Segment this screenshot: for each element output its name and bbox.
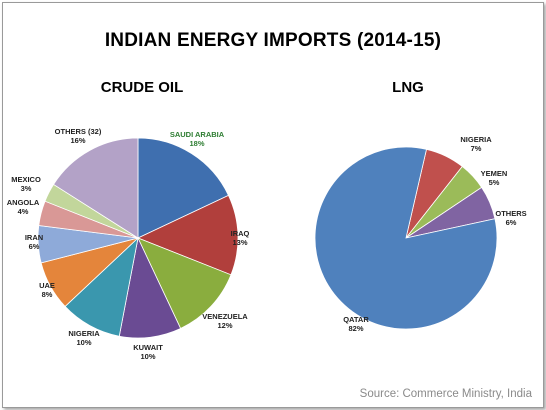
crude-slice-others-32 [53, 137, 139, 239]
crude-label-name: UAE [39, 281, 55, 290]
crude-label-percent: 16% [70, 136, 85, 145]
crude-label-percent: 18% [189, 139, 204, 148]
crude-label-percent: 6% [29, 242, 40, 251]
crude-label-percent: 8% [42, 290, 53, 299]
crude-label-name: MEXICO [11, 175, 41, 184]
chart-main-title: INDIAN ENERGY IMPORTS (2014-15) [104, 30, 442, 51]
crude-label-name: IRAQ [231, 229, 250, 238]
crude-label-percent: 10% [76, 338, 91, 347]
crude-label-name: ANGOLA [7, 198, 40, 207]
crude-label-name: NIGERIA [68, 329, 100, 338]
lng-slice-qatar [314, 146, 498, 330]
crude-slice-venezuela [137, 237, 232, 330]
crude-label-name: VENEZUELA [202, 312, 248, 321]
crude-label-percent: 10% [140, 352, 155, 361]
crude-label-percent: 13% [232, 238, 247, 247]
crude-slice-saudi-arabia [137, 137, 230, 239]
crude-label-percent: 4% [18, 207, 29, 216]
crude-label-name: SAUDI ARABIA [170, 130, 225, 139]
lng-label-percent: 6% [506, 218, 517, 227]
lng-label-name: YEMEN [481, 169, 508, 178]
lng-pie [314, 146, 498, 330]
source-note: Source: Commerce Ministry, India [359, 388, 532, 400]
crude-oil-title: CRUDE OIL [100, 79, 184, 96]
lng-label-name: QATAR [343, 315, 369, 324]
lng-label-percent: 7% [471, 144, 482, 153]
crude-oil-pie [37, 137, 239, 339]
crude-label-name: OTHERS (32) [55, 127, 102, 136]
crude-label-percent: 12% [217, 321, 232, 330]
crude-label-name: KUWAIT [133, 343, 163, 352]
lng-label-percent: 82% [348, 324, 363, 333]
lng-label-name: NIGERIA [460, 135, 492, 144]
lng-label-percent: 5% [489, 178, 500, 187]
crude-label-name: IRAN [25, 233, 43, 242]
lng-title: LNG [392, 79, 424, 96]
lng-label-name: OTHERS [495, 209, 526, 218]
crude-slice-iraq [136, 194, 239, 276]
crude-label-percent: 3% [21, 184, 32, 193]
